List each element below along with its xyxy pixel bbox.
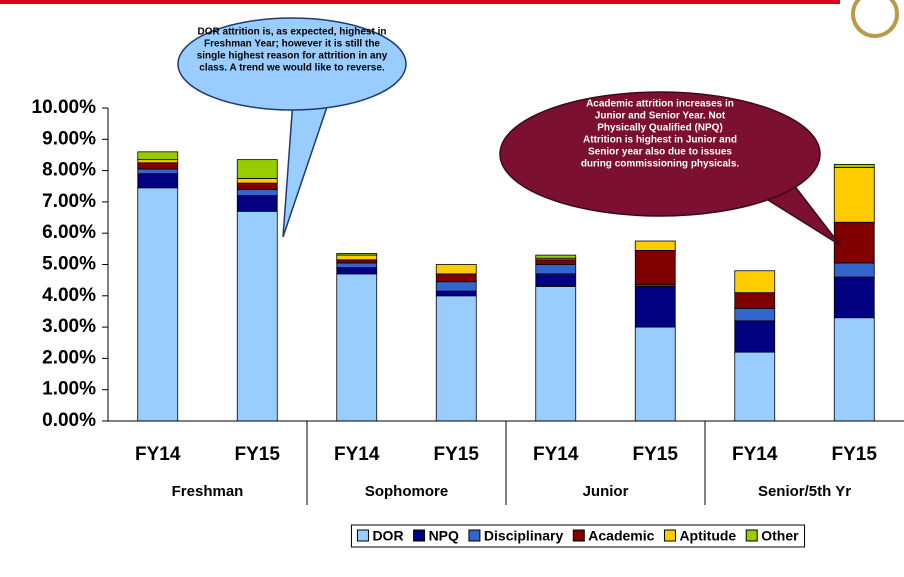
bar-segment bbox=[833, 163, 875, 168]
bar-segment bbox=[833, 221, 875, 264]
bar-segment bbox=[336, 262, 378, 269]
legend-label: Aptitude bbox=[679, 528, 736, 544]
y-tick-label: 9.00% bbox=[42, 128, 96, 149]
x-tick-label: FY15 bbox=[633, 444, 679, 465]
y-tick-label: 1.00% bbox=[42, 379, 96, 400]
legend: DOR NPQ Disciplinary Academic Aptitude Other bbox=[350, 524, 806, 548]
bar-segment bbox=[734, 292, 776, 309]
bar-segment bbox=[236, 188, 278, 197]
y-tick-label: 6.00% bbox=[42, 222, 96, 243]
y-tick-label: 10.00% bbox=[32, 97, 97, 118]
y-tick-label: 0.00% bbox=[42, 410, 96, 431]
x-tick-label: FY14 bbox=[334, 444, 380, 465]
group-label: Senior/5th Yr bbox=[758, 483, 851, 500]
bar-segment bbox=[734, 270, 776, 294]
bar-segment bbox=[435, 290, 477, 297]
bar-segment bbox=[137, 173, 179, 189]
y-tick-label: 4.00% bbox=[42, 285, 96, 306]
x-tick-label: FY15 bbox=[235, 444, 281, 465]
bar-segment bbox=[535, 286, 577, 422]
y-tick-label: 2.00% bbox=[42, 347, 96, 368]
annotation-text: Junior and Senior Year. Not bbox=[595, 111, 726, 122]
annotation-text: Attrition is highest in Junior and bbox=[583, 135, 737, 146]
bar-segment bbox=[833, 317, 875, 422]
x-tick-label: FY14 bbox=[135, 444, 181, 465]
legend-swatch bbox=[572, 529, 585, 542]
bar-segment bbox=[435, 264, 477, 275]
bar-segment bbox=[336, 254, 378, 261]
annotation-text: single highest reason for attrition in a… bbox=[197, 51, 388, 62]
annotation-text: during commissioning physicals. bbox=[581, 159, 740, 170]
legend-label: Other bbox=[761, 528, 799, 544]
bar-segment bbox=[734, 351, 776, 422]
bar-segment bbox=[435, 295, 477, 422]
x-tick-label: FY15 bbox=[434, 444, 480, 465]
header-rule bbox=[0, 0, 840, 4]
bar-segment bbox=[236, 210, 278, 422]
bar-segment bbox=[236, 182, 278, 190]
bar-segment bbox=[833, 276, 875, 319]
legend-swatch bbox=[745, 529, 758, 542]
legend-label: Academic bbox=[588, 528, 654, 544]
bar-segment bbox=[535, 254, 577, 259]
x-tick-label: FY14 bbox=[732, 444, 778, 465]
callout-pointer bbox=[282, 97, 332, 238]
bar-segment bbox=[137, 168, 179, 175]
legend-label: NPQ bbox=[429, 528, 459, 544]
bar-segment bbox=[535, 264, 577, 275]
group-label: Sophomore bbox=[365, 483, 448, 500]
y-tick-label: 3.00% bbox=[42, 316, 96, 337]
y-tick-label: 8.00% bbox=[42, 160, 96, 181]
legend-swatch bbox=[468, 529, 481, 542]
bar-segment bbox=[833, 262, 875, 278]
bar-segment bbox=[734, 320, 776, 353]
bar-segment bbox=[634, 250, 676, 286]
annotation-text: Freshman Year; however it is still the bbox=[204, 39, 380, 50]
bar-segment bbox=[137, 162, 179, 170]
legend-label: Disciplinary bbox=[484, 528, 564, 544]
annotation-text: class. A trend we would like to reverse. bbox=[199, 63, 385, 74]
annotation-text: Academic attrition increases in bbox=[586, 99, 734, 110]
legend-swatch bbox=[413, 529, 426, 542]
bar-segment bbox=[137, 187, 179, 422]
bar-segment bbox=[535, 273, 577, 287]
legend-swatch bbox=[356, 529, 369, 542]
callout-bubble bbox=[177, 17, 407, 111]
bar-segment bbox=[336, 267, 378, 275]
bar-segment bbox=[634, 326, 676, 422]
annotation-text: Senior year also due to issues bbox=[588, 147, 732, 158]
bar-segment bbox=[833, 167, 875, 223]
bar-segment bbox=[435, 273, 477, 283]
bar-segment bbox=[137, 151, 179, 161]
bar-segment bbox=[435, 281, 477, 292]
callout-bubble bbox=[499, 91, 821, 217]
x-tick-label: FY15 bbox=[832, 444, 878, 465]
bar-segment bbox=[137, 159, 179, 164]
bar-segment bbox=[236, 159, 278, 179]
bar-segment bbox=[535, 259, 577, 265]
x-tick-label: FY14 bbox=[533, 444, 579, 465]
y-tick-label: 7.00% bbox=[42, 191, 96, 212]
bar-segment bbox=[236, 178, 278, 184]
y-tick-label: 5.00% bbox=[42, 254, 96, 275]
bar-segment bbox=[336, 273, 378, 422]
bar-segment bbox=[336, 253, 378, 256]
annotation-text: DOR attrition is, as expected, highest i… bbox=[198, 27, 387, 38]
bar-segment bbox=[236, 195, 278, 212]
bar-segment bbox=[634, 286, 676, 328]
group-label: Junior bbox=[583, 483, 629, 500]
bar-segment bbox=[336, 259, 378, 264]
group-label: Freshman bbox=[172, 483, 244, 500]
bar-segment bbox=[634, 240, 676, 251]
legend-swatch bbox=[663, 529, 676, 542]
annotation-text: Physically Qualified (NPQ) bbox=[597, 123, 723, 134]
logo bbox=[851, 0, 899, 38]
bar-segment bbox=[734, 307, 776, 322]
legend-label: DOR bbox=[372, 528, 403, 544]
